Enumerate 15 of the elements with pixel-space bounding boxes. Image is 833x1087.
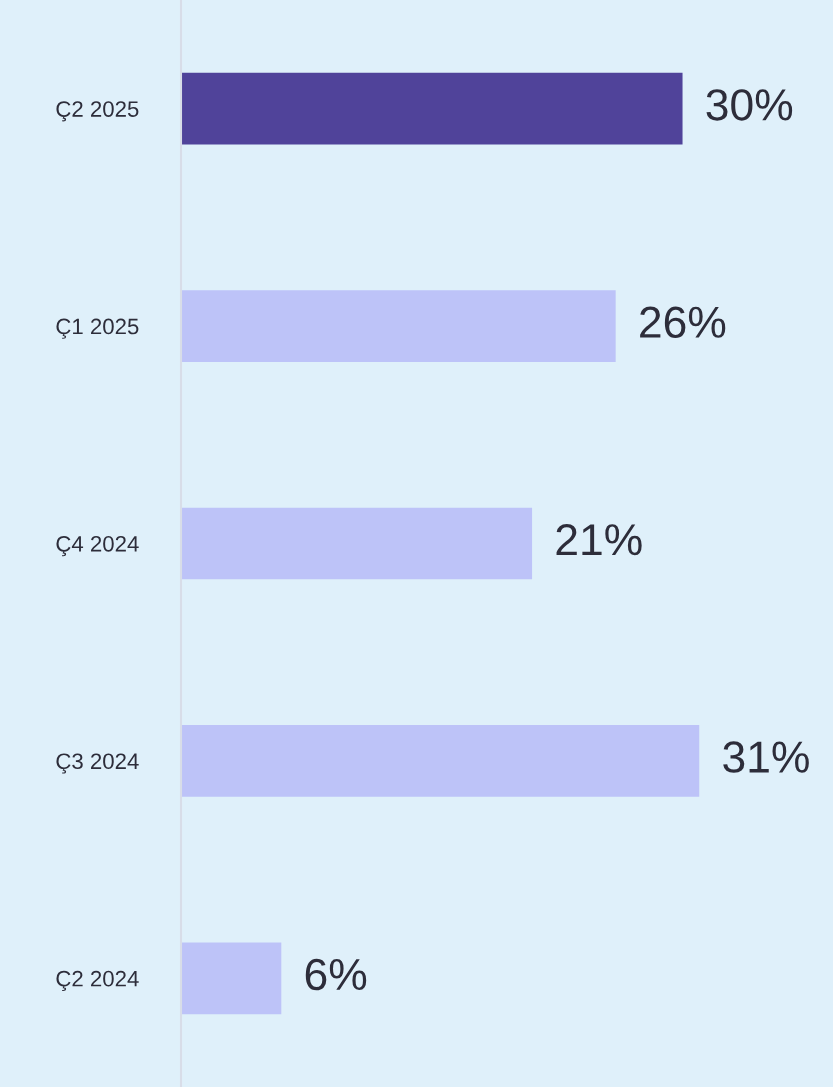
y-tick-label: Ç2 2024 [56, 970, 139, 992]
bar [181, 942, 282, 1015]
y-tick-label: Ç3 2024 [56, 753, 139, 774]
bar [181, 72, 683, 145]
data-label: 31% [723, 741, 809, 773]
y-tick-label: Ç2 2025 [56, 101, 139, 122]
data-label: 30% [706, 89, 793, 121]
y-tick-label: Ç4 2024 [56, 535, 139, 557]
bar [181, 725, 700, 797]
data-label: 6% [305, 958, 367, 991]
y-tick-label: Ç1 2025 [56, 318, 139, 339]
bar [181, 507, 533, 580]
bar [181, 290, 616, 362]
data-label: 26% [640, 306, 726, 339]
data-label: 21% [556, 523, 642, 556]
